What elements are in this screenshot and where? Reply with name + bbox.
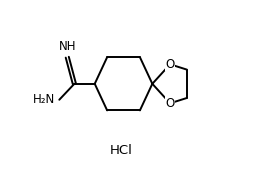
Text: NH: NH	[59, 40, 76, 53]
Text: H₂N: H₂N	[33, 93, 55, 106]
Text: HCl: HCl	[110, 144, 133, 157]
Text: O: O	[165, 97, 175, 110]
Text: O: O	[165, 58, 175, 71]
